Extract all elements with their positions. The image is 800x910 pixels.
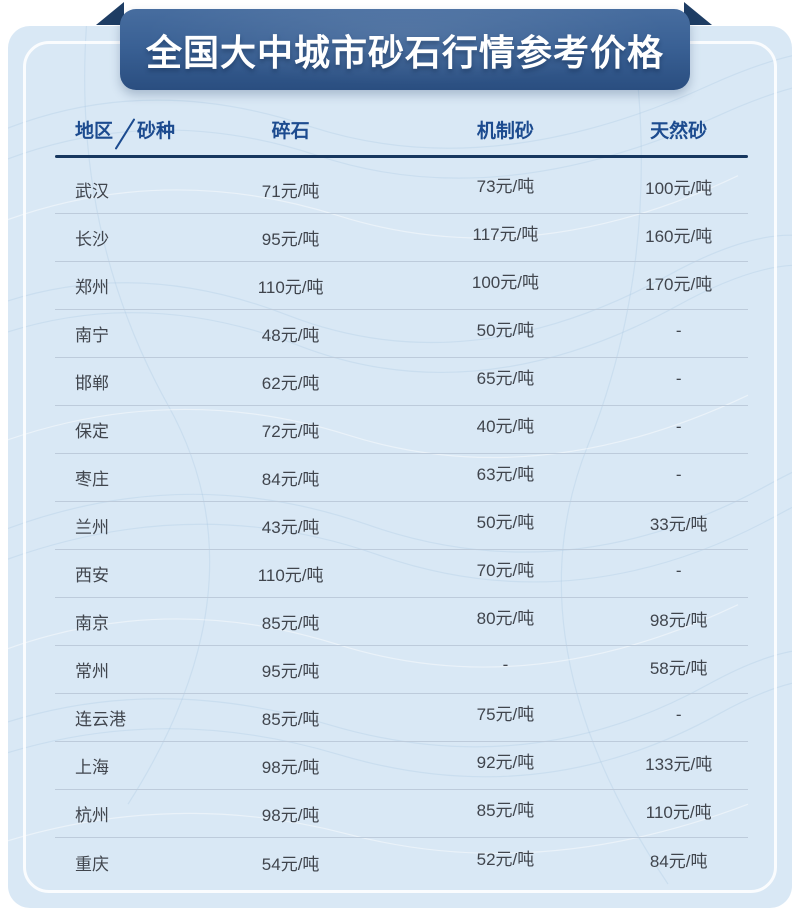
price-cell: 40元/吨 (476, 417, 535, 436)
price-cell: 133元/吨 (645, 755, 713, 774)
price-cell: 52元/吨 (476, 849, 535, 869)
table-row: 长沙 95元/吨 117元/吨 160元/吨 (55, 214, 748, 262)
price-cell: - (502, 654, 509, 674)
table-row: 杭州 98元/吨 85元/吨 110元/吨 (55, 790, 748, 838)
price-cell: - (675, 464, 682, 484)
corner-header-cell: 地区 砂种 (55, 108, 180, 150)
table-row: 常州 95元/吨 - 58元/吨 (55, 646, 748, 694)
price-cell: 160元/吨 (645, 227, 713, 246)
price-cell: 85元/吨 (476, 801, 535, 820)
sand-type-header-label: 砂种 (137, 120, 176, 142)
city-cell: 重庆 (75, 854, 109, 874)
table-row: 上海 98元/吨 92元/吨 133元/吨 (55, 742, 748, 790)
page-title: 全国大中城市砂石行情参考价格 (145, 31, 664, 73)
city-cell: 上海 (75, 758, 109, 777)
price-cell: 43元/吨 (261, 518, 320, 537)
table-header: 地区 砂种 碎石 机制砂 天然砂 (55, 108, 748, 150)
price-cell: - (675, 368, 682, 388)
price-cell: 85元/吨 (261, 614, 320, 633)
city-cell: 武汉 (75, 182, 109, 201)
city-cell: 南京 (75, 614, 109, 633)
price-cell: 54元/吨 (261, 854, 320, 874)
city-cell: 长沙 (75, 230, 109, 249)
city-cell: 西安 (75, 566, 109, 585)
price-cell: 71元/吨 (261, 182, 320, 201)
city-cell: 郑州 (75, 278, 109, 297)
title-banner: 全国大中城市砂石行情参考价格 (120, 9, 690, 90)
city-cell: 邯郸 (75, 374, 109, 393)
price-cell: 48元/吨 (261, 326, 320, 345)
price-cell: 117元/吨 (472, 225, 539, 244)
table-row: 枣庄 84元/吨 63元/吨 - (55, 454, 748, 502)
column-header-crushed-stone: 碎石 (271, 120, 310, 142)
price-cell: 98元/吨 (261, 758, 320, 777)
price-cell: 110元/吨 (257, 566, 324, 585)
city-cell: 枣庄 (75, 470, 109, 489)
price-cell: 84元/吨 (261, 470, 320, 489)
price-cell: 98元/吨 (261, 806, 320, 825)
price-cell: 70元/吨 (476, 561, 535, 580)
price-cell: 65元/吨 (476, 369, 535, 388)
price-card: 地区 砂种 碎石 机制砂 天然砂 武汉 71元/吨 73元/吨 100元/吨 长沙 95元… (8, 26, 792, 908)
price-cell: 95元/吨 (261, 662, 320, 681)
price-cell: 100元/吨 (471, 273, 539, 292)
column-header-machine-made-sand: 机制砂 (476, 120, 534, 142)
table-row: 兰州 43元/吨 50元/吨 33元/吨 (55, 502, 748, 550)
city-cell: 保定 (75, 422, 109, 441)
price-table: 地区 砂种 碎石 机制砂 天然砂 武汉 71元/吨 73元/吨 100元/吨 长沙 95元… (55, 108, 748, 886)
price-cell: 75元/吨 (476, 705, 535, 724)
city-cell: 兰州 (75, 518, 109, 537)
price-cell: - (675, 320, 682, 340)
table-row: 南京 85元/吨 80元/吨 98元/吨 (55, 598, 748, 646)
price-cell: 170元/吨 (645, 275, 713, 294)
region-header-label: 地区 (75, 120, 114, 142)
price-cell: 110元/吨 (257, 278, 324, 297)
city-cell: 常州 (75, 662, 109, 681)
price-cell: - (675, 704, 682, 724)
price-cell: 100元/吨 (645, 179, 713, 198)
table-body: 武汉 71元/吨 73元/吨 100元/吨 长沙 95元/吨 117元/吨 160元/吨 郑州 1… (55, 158, 748, 886)
table-row: 邯郸 62元/吨 65元/吨 - (55, 358, 748, 406)
price-cell: 98元/吨 (649, 611, 708, 630)
price-cell: 58元/吨 (649, 659, 708, 678)
price-cell: 72元/吨 (261, 422, 320, 441)
table-row: 连云港 85元/吨 75元/吨 - (55, 694, 748, 742)
table-row: 保定 72元/吨 40元/吨 - (55, 406, 748, 454)
price-cell: 110元/吨 (645, 803, 712, 822)
header-underline (55, 155, 748, 158)
price-cell: 73元/吨 (476, 177, 535, 196)
price-cell: 50元/吨 (476, 513, 535, 532)
price-cell: 95元/吨 (261, 230, 320, 249)
price-cell: 63元/吨 (476, 465, 535, 484)
table-row: 重庆 54元/吨 52元/吨 84元/吨 (55, 838, 748, 886)
city-cell: 杭州 (75, 806, 109, 825)
price-cell: - (675, 416, 682, 436)
table-row: 西安 110元/吨 70元/吨 - (55, 550, 748, 598)
city-cell: 南宁 (75, 326, 109, 345)
table-row: 武汉 71元/吨 73元/吨 100元/吨 (55, 166, 748, 214)
table-row: 南宁 48元/吨 50元/吨 - (55, 310, 748, 358)
price-cell: 62元/吨 (261, 374, 320, 393)
header-slash-divider (114, 118, 136, 150)
price-cell: - (675, 560, 682, 580)
city-cell: 连云港 (75, 710, 126, 729)
price-cell: 84元/吨 (649, 851, 708, 871)
column-header-natural-sand: 天然砂 (650, 120, 708, 142)
table-row: 郑州 110元/吨 100元/吨 170元/吨 (55, 262, 748, 310)
price-cell: 80元/吨 (476, 609, 535, 628)
price-cell: 85元/吨 (261, 710, 320, 729)
price-cell: 92元/吨 (476, 753, 535, 772)
price-cell: 50元/吨 (476, 321, 535, 340)
price-cell: 33元/吨 (649, 515, 708, 534)
